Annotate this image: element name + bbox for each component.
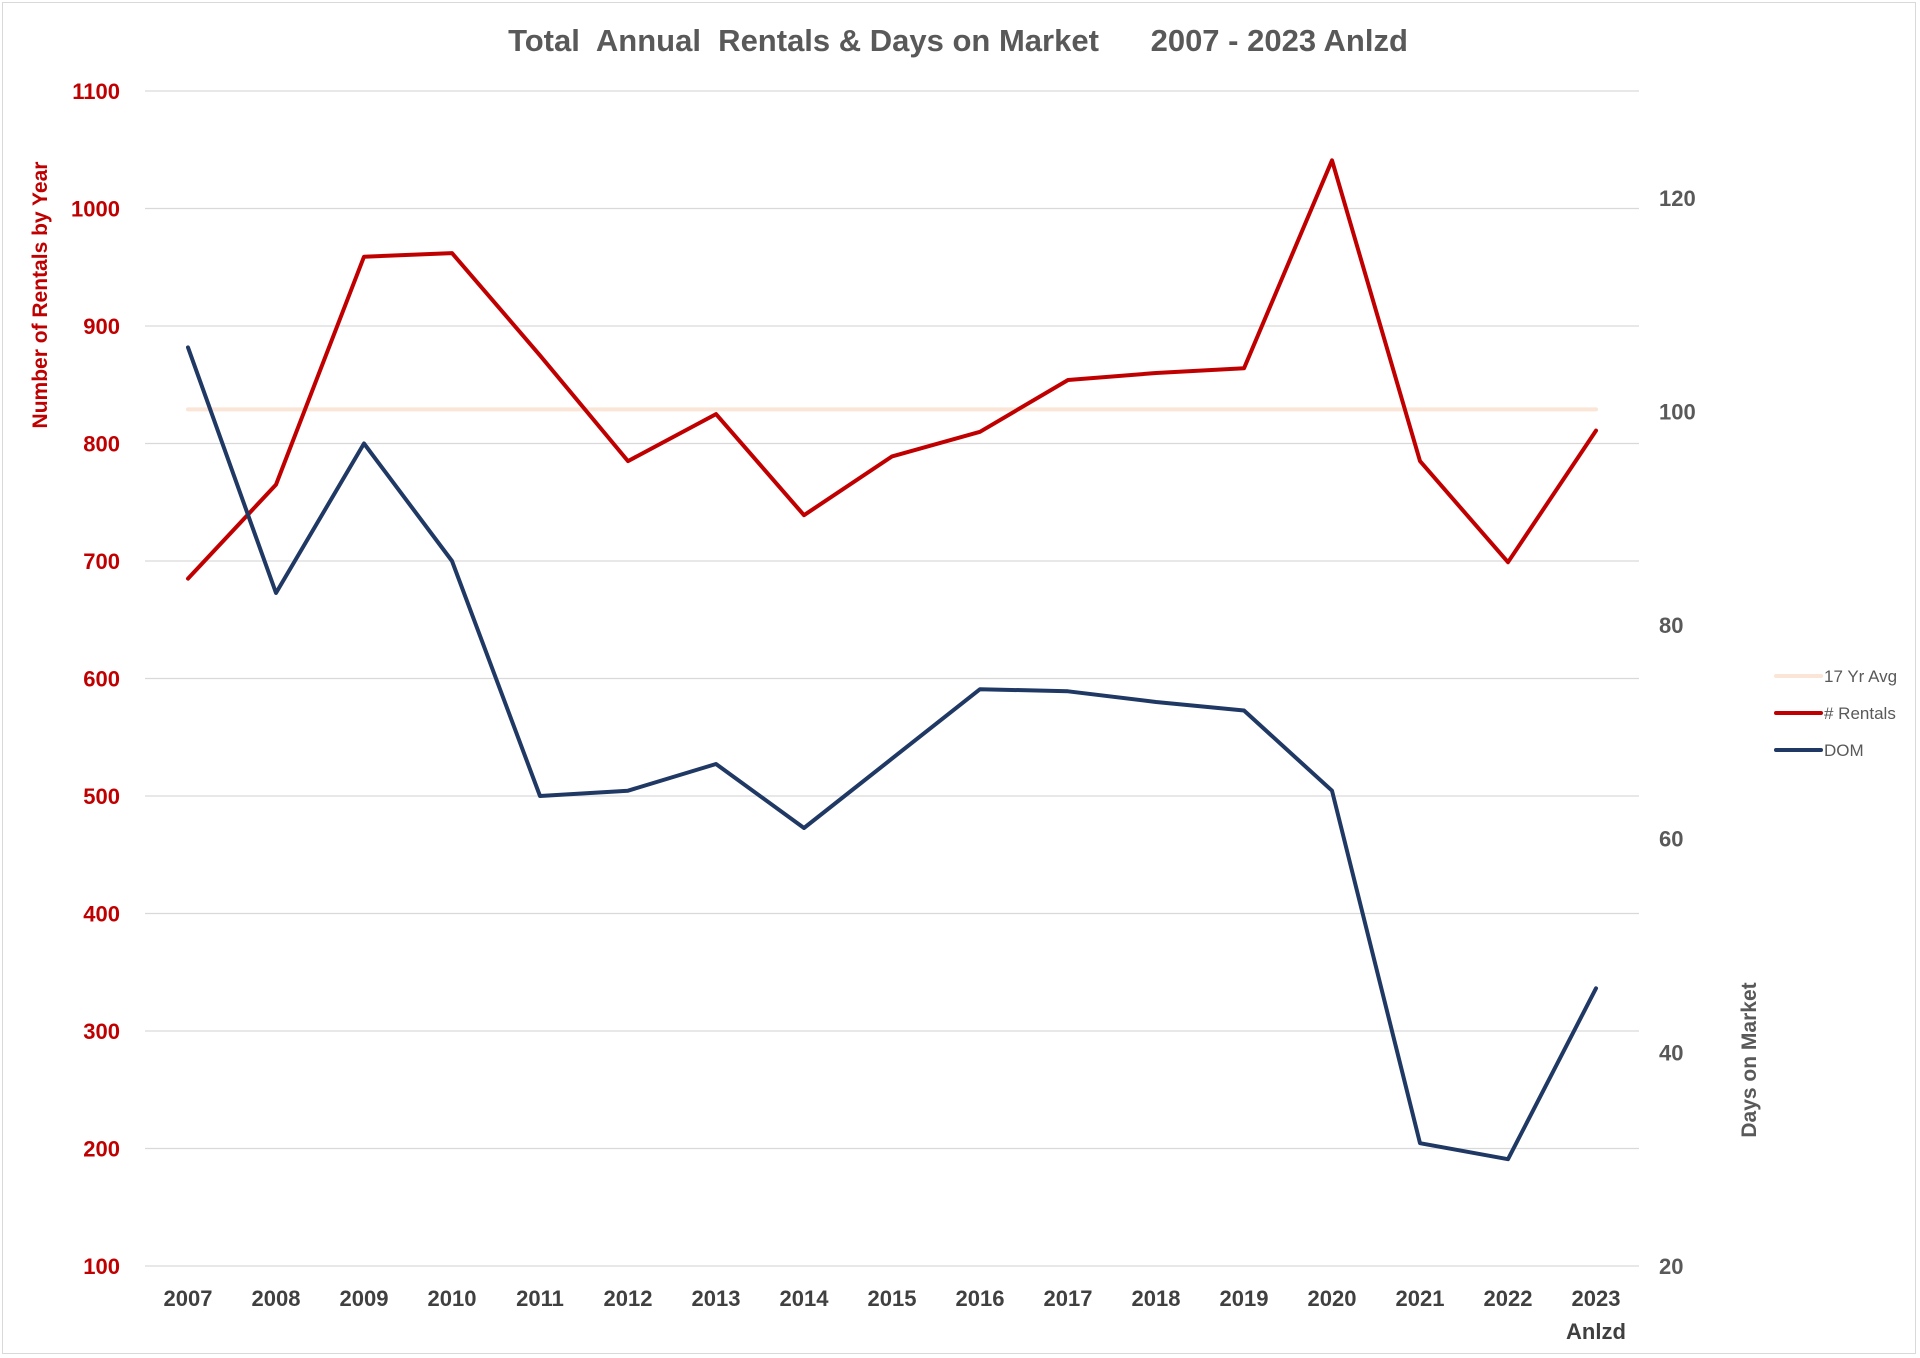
x-tick-2012: 2012 — [604, 1286, 653, 1311]
x-tick-2010: 2010 — [428, 1286, 477, 1311]
left-axis-title: Number of Rentals by Year — [29, 162, 52, 429]
right-tick-80: 80 — [1659, 613, 1683, 638]
left-tick-300: 300 — [83, 1019, 120, 1044]
legend-label-rentals: # Rentals — [1824, 704, 1896, 723]
right-axis-ticks: 20 40 60 80 100 120 — [1659, 186, 1696, 1279]
legend-label-17-yr-avg: 17 Yr Avg — [1824, 667, 1897, 686]
left-tick-700: 700 — [83, 549, 120, 574]
right-axis-title: Days on Market — [1738, 982, 1761, 1137]
left-tick-200: 200 — [83, 1137, 120, 1162]
right-tick-60: 60 — [1659, 827, 1683, 852]
right-tick-20: 20 — [1659, 1254, 1683, 1279]
x-tick-2009: 2009 — [340, 1286, 389, 1311]
x-tick-2023: 2023 — [1572, 1286, 1621, 1311]
gridlines — [145, 90, 1639, 1267]
x-tick-2017: 2017 — [1044, 1286, 1093, 1311]
x-tick-2019: 2019 — [1220, 1286, 1269, 1311]
series-lines — [186, 158, 1598, 1162]
x-tick-2016: 2016 — [956, 1286, 1005, 1311]
line-chart: Total Annual Rentals & Days on Market 20… — [29, 23, 1897, 1344]
x-axis-ticks: 2007 2008 2009 2010 2011 2012 2013 2014 2015 2016… — [164, 1286, 1626, 1344]
x-tick-2020: 2020 — [1308, 1286, 1357, 1311]
right-tick-120: 120 — [1659, 186, 1696, 211]
left-tick-500: 500 — [83, 784, 120, 809]
x-tick-2007: 2007 — [164, 1286, 213, 1311]
x-tick-2015: 2015 — [868, 1286, 917, 1311]
legend-label-dom: DOM — [1824, 741, 1864, 760]
x-tick-2013: 2013 — [692, 1286, 741, 1311]
x-tick-2021: 2021 — [1396, 1286, 1445, 1311]
left-axis-ticks: 100 200 300 400 500 600 700 800 900 1000 1100 — [71, 79, 120, 1279]
right-tick-40: 40 — [1659, 1040, 1683, 1065]
left-tick-900: 900 — [83, 314, 120, 339]
legend: 17 Yr Avg # Rentals DOM — [1774, 667, 1897, 760]
left-tick-1000: 1000 — [71, 197, 120, 222]
series-line-dom — [186, 345, 1598, 1162]
left-tick-400: 400 — [83, 902, 120, 927]
x-tick-2014: 2014 — [780, 1286, 830, 1311]
left-tick-800: 800 — [83, 432, 120, 457]
left-tick-100: 100 — [83, 1254, 120, 1279]
x-tick-sublabel-2023: Anlzd — [1566, 1319, 1626, 1344]
x-tick-2011: 2011 — [516, 1286, 564, 1311]
x-tick-2018: 2018 — [1132, 1286, 1181, 1311]
series-line-rentals — [186, 158, 1598, 581]
left-tick-1100: 1100 — [72, 79, 120, 104]
left-tick-600: 600 — [83, 667, 120, 692]
chart-title: Total Annual Rentals & Days on Market 20… — [508, 23, 1408, 58]
x-tick-2008: 2008 — [252, 1286, 301, 1311]
x-tick-2022: 2022 — [1484, 1286, 1533, 1311]
right-tick-100: 100 — [1659, 399, 1696, 424]
